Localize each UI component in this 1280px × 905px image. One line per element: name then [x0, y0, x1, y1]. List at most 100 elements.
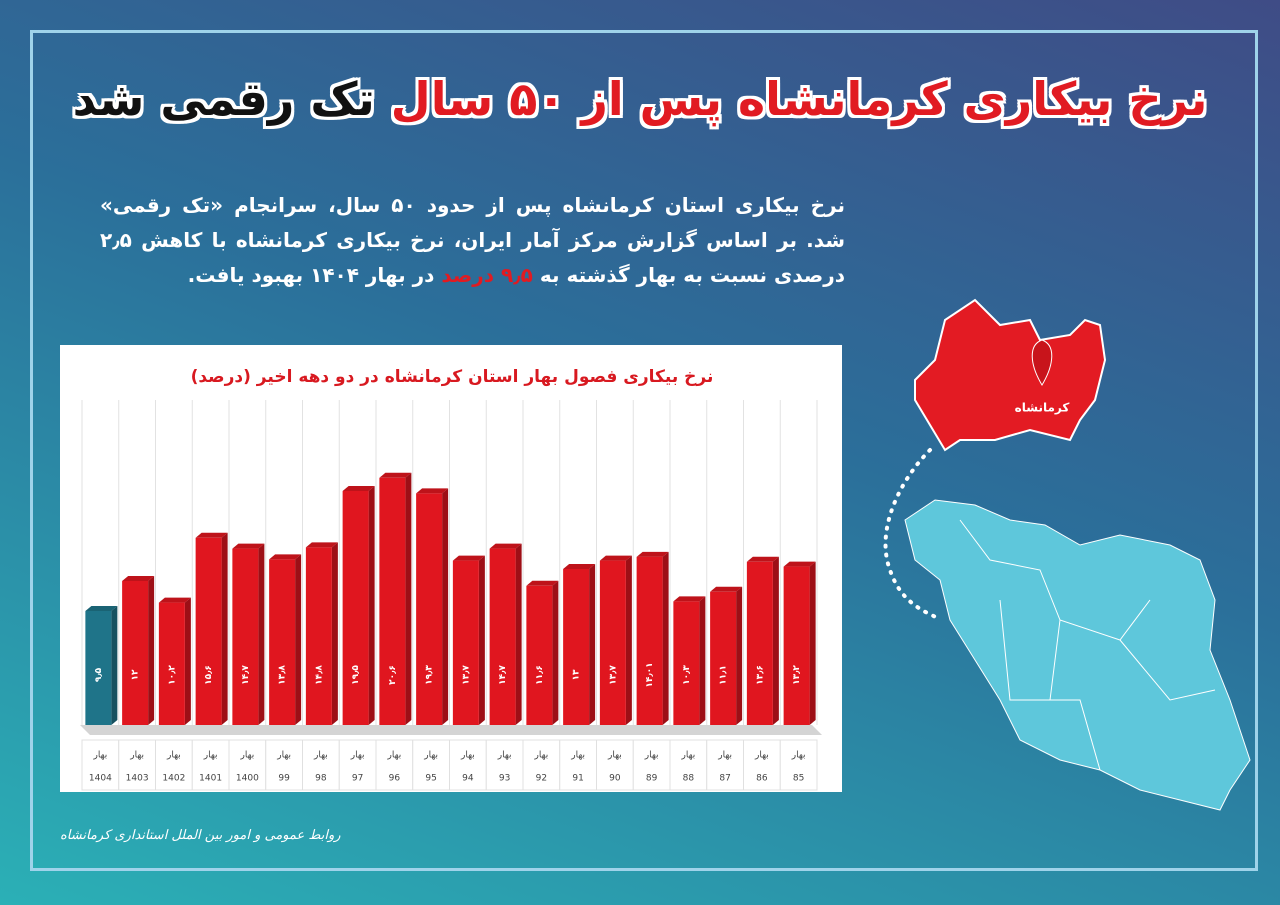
x-tick-prefix: بهار — [203, 751, 218, 761]
bar-top — [452, 555, 485, 561]
value-label: ۹٫۵ — [94, 667, 104, 682]
bar-side — [111, 606, 118, 725]
bar-top — [269, 554, 302, 560]
map: کرمانشاه — [883, 298, 1251, 811]
x-cell — [779, 739, 818, 791]
x-tick-prefix: بهار — [460, 751, 475, 761]
bar-side — [699, 596, 706, 725]
x-tick-prefix: بهار — [570, 751, 585, 761]
bar — [563, 569, 590, 725]
bar-top — [379, 472, 412, 478]
province-borders — [959, 519, 1216, 771]
x-cell — [559, 739, 597, 791]
value-label: ۱۳٫۷ — [608, 665, 618, 685]
bar-side — [258, 543, 265, 725]
kermanshah-map — [914, 298, 1107, 452]
bar-side — [295, 554, 302, 725]
headline-black: تک رقمی شد — [72, 72, 375, 126]
x-tick-prefix: بهار — [534, 751, 549, 761]
x-tick-prefix: بهار — [644, 751, 659, 761]
x-tick-label: 1403 — [126, 774, 149, 784]
x-tick-label: 86 — [756, 774, 768, 784]
x-cell — [743, 739, 781, 791]
x-tick-label: 95 — [425, 774, 436, 784]
bar — [158, 602, 185, 725]
x-tick-prefix: بهار — [350, 751, 365, 761]
floor — [80, 725, 822, 735]
x-cell — [485, 739, 524, 791]
bar-top — [342, 486, 375, 491]
bar-top — [305, 542, 338, 548]
bar-top — [526, 580, 559, 586]
value-label: ۱۹٫۳ — [425, 665, 435, 685]
x-tick-label: 1400 — [236, 774, 259, 784]
bar-top — [783, 561, 816, 567]
value-label: ۱۰٫۳ — [682, 665, 692, 685]
bar-side — [625, 555, 632, 725]
bar — [710, 591, 737, 725]
x-tick-prefix: بهار — [754, 751, 769, 761]
x-cell — [375, 739, 414, 791]
x-tick-label: 92 — [536, 774, 547, 784]
bar — [783, 566, 810, 725]
x-cell — [449, 739, 487, 791]
value-label: ۱۲ — [131, 669, 141, 680]
bar-top — [746, 556, 779, 562]
x-tick-label: 1402 — [162, 774, 185, 784]
x-tick-label: 94 — [462, 774, 474, 784]
x-tick-label: 88 — [683, 774, 695, 784]
x-tick-prefix: بهار — [791, 751, 806, 761]
bar-top — [563, 564, 596, 569]
x-tick-label: 1404 — [89, 774, 112, 784]
x-tick-prefix: بهار — [240, 751, 255, 761]
value-label: ۱۴٫۸ — [314, 665, 324, 685]
value-label: ۱۳ — [572, 669, 582, 680]
bar-side — [478, 555, 485, 725]
headline: نرخ بیکاری کرمانشاه پس از ۵۰ سال تک رقمی… — [40, 72, 1240, 126]
intro-text: در بهار ۱۴۰۴ بهبود یافت. — [187, 263, 435, 287]
iran-map — [904, 499, 1251, 811]
value-label: ۱۴٫۷ — [498, 665, 508, 685]
value-label: ۱۵٫۶ — [204, 665, 214, 685]
x-cell — [118, 739, 156, 791]
bar — [489, 548, 516, 725]
bar-top — [85, 606, 118, 611]
value-label: ۱۱٫۱ — [719, 665, 729, 685]
value-label: ۱۴٫۰۱ — [645, 662, 655, 687]
intro: نرخ بیکاری استان کرمانشاه پس از حدود ۵۰ … — [100, 188, 845, 293]
bar-side — [331, 542, 338, 725]
x-tick-prefix: بهار — [607, 751, 622, 761]
frame — [30, 30, 1258, 871]
chart-title: نرخ بیکاری فصول بهار استان کرمانشاه در د… — [191, 367, 714, 387]
x-cell — [228, 739, 267, 791]
x-cell — [302, 739, 340, 791]
bar-side — [368, 486, 375, 725]
x-tick-label: 99 — [278, 774, 290, 784]
x-tick-label: 85 — [793, 774, 804, 784]
x-tick-prefix: بهار — [681, 751, 696, 761]
bar-top — [636, 551, 669, 557]
bar-top — [673, 596, 706, 602]
value-label: ۱۳٫۸ — [278, 665, 288, 685]
bar — [269, 559, 296, 725]
bar-top — [710, 586, 743, 592]
x-tick-label: 87 — [719, 774, 730, 784]
bars: ۹٫۵ بهار 1404 ۱۲ بهار 1403 ۱۰٫۲ بهار 1402 ۱۵٫۶ بها… — [81, 400, 818, 791]
x-tick-label: 93 — [499, 774, 510, 784]
value-label: ۲۰٫۶ — [388, 665, 398, 685]
pin — [1031, 339, 1053, 386]
value-label: ۱۳٫۷ — [461, 665, 471, 685]
intro-text: نرخ بیکاری استان کرمانشاه پس از حدود ۵۰ … — [100, 193, 845, 287]
x-tick-prefix: بهار — [387, 751, 402, 761]
bar-side — [552, 580, 559, 725]
x-tick-label: 96 — [389, 774, 401, 784]
bar — [416, 493, 443, 725]
x-tick-label: 1401 — [199, 774, 222, 784]
bar-side — [589, 564, 596, 725]
x-tick-label: 90 — [609, 774, 621, 784]
intro-highlight: ۹٫۵ درصد — [441, 263, 533, 287]
x-tick-prefix: بهار — [93, 751, 108, 761]
footer: روابط عمومی و امور بین الملل استانداری ک… — [60, 828, 341, 843]
bar-top — [599, 555, 632, 561]
